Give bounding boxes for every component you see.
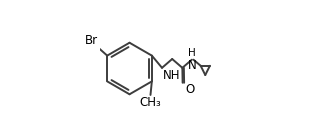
Text: O: O — [186, 83, 195, 96]
Text: NH: NH — [162, 69, 180, 82]
Text: N: N — [188, 59, 197, 72]
Text: H: H — [188, 48, 196, 58]
Text: CH₃: CH₃ — [140, 96, 161, 109]
Text: Br: Br — [85, 34, 98, 47]
